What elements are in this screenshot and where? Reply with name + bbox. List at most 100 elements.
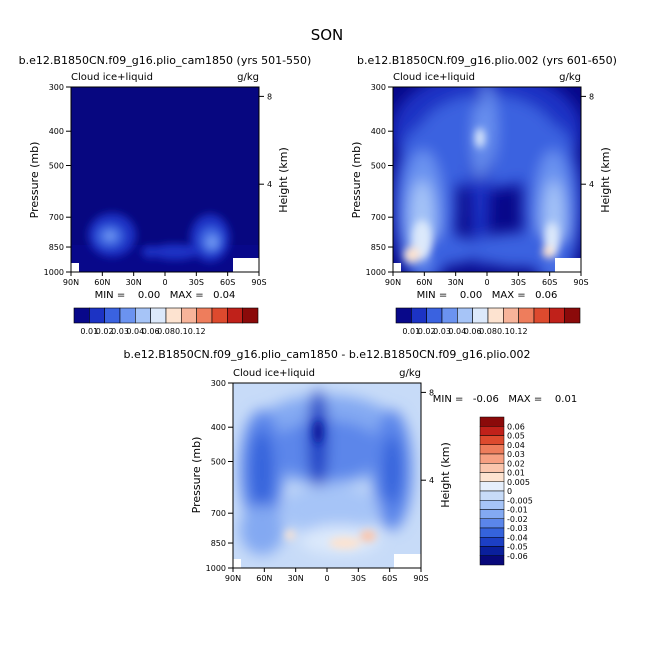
colorbar-swatch (549, 307, 565, 324)
panel-1-ylabel: Pressure (mb) (28, 142, 41, 219)
colorbar-label: 0.06 (464, 327, 482, 336)
panel-2-y-ticks: 300 400 500 700 850 1000 (366, 83, 393, 277)
colorbar-label: 0.04 (448, 327, 466, 336)
y2-tick-label: 4 (429, 476, 434, 485)
x-tick-label: 60S (382, 574, 397, 583)
colorbar-label: 0.12 (510, 327, 528, 336)
x-tick-label: 60S (542, 278, 557, 287)
y-tick-label: 850 (49, 243, 64, 252)
colorbar-label: 0.01 (402, 327, 420, 336)
colorbar-swatch (165, 307, 182, 324)
y2-tick-label: 4 (267, 180, 272, 189)
y-tick-label: 500 (211, 457, 226, 466)
y-tick-label: 500 (371, 161, 386, 170)
colorbar-label: 0.01 (80, 327, 98, 336)
y-tick-label: 850 (371, 243, 386, 252)
panel-2-units-label: g/kg (559, 72, 581, 83)
y-tick-label: 1000 (44, 268, 64, 277)
panel-3-contour-field (233, 383, 421, 568)
colorbar-label: 0 (507, 487, 512, 496)
x-tick-label: 60S (220, 278, 235, 287)
x-tick-label: 90N (63, 278, 79, 287)
x-tick-label: 60N (94, 278, 110, 287)
panel-3: b.e12.B1850CN.f09_g16.plio_cam1850 - b.e… (124, 348, 578, 583)
colorbar-swatch (411, 307, 427, 324)
colorbar-label: 0.08 (479, 327, 497, 336)
colorbar-swatch (479, 444, 505, 455)
colorbar-swatch (196, 307, 213, 324)
panel-3-ylabel: Pressure (mb) (190, 437, 203, 514)
colorbar-swatch (395, 307, 412, 324)
panel-1-contour-field (71, 87, 259, 272)
page-title: SON (311, 26, 344, 44)
colorbar-label: -0.04 (507, 533, 528, 542)
panel-3-y2-ticks: 84 (421, 388, 434, 485)
panel-2-x-ticks: 90N 60N 30N 0 30S 60S 90S (385, 272, 589, 287)
colorbar-swatch (503, 307, 519, 324)
panel-2-ylabel: Pressure (mb) (350, 142, 363, 219)
colorbar-swatch (135, 307, 151, 324)
colorbar-swatch (479, 426, 505, 436)
x-tick-label: 90S (573, 278, 588, 287)
y-tick-label: 400 (211, 423, 226, 432)
colorbar-label: -0.06 (507, 552, 528, 561)
colorbar-swatch (479, 518, 505, 529)
x-tick-label: 30N (448, 278, 464, 287)
colorbar-swatch (487, 307, 504, 324)
panel-2-contour-field (393, 87, 581, 272)
panel-3-x-ticks: 90N 60N 30N 0 30S 60S 90S (225, 568, 429, 583)
panel-1-y2-ticks: 84 (259, 92, 272, 189)
y-tick-label: 300 (371, 83, 386, 92)
x-tick-label: 0 (162, 278, 167, 287)
colorbar-swatch (479, 472, 505, 482)
colorbar-swatch (242, 307, 259, 324)
colorbar-swatch (119, 307, 136, 324)
colorbar-label: 0.03 (507, 450, 525, 459)
x-tick-label: 30S (189, 278, 204, 287)
y-tick-label: 300 (49, 83, 64, 92)
panel-3-y2label: Height (km) (439, 442, 452, 508)
colorbar-swatch (227, 307, 243, 324)
x-tick-label: 90S (251, 278, 266, 287)
panel-2-y2-ticks: 84 (581, 92, 594, 189)
colorbar-label: 0.03 (433, 327, 451, 336)
y-tick-label: 400 (371, 127, 386, 136)
colorbar-label: 0.005 (507, 478, 530, 487)
panel-1-title: b.e12.B1850CN.f09_g16.plio_cam1850 (yrs … (19, 54, 312, 67)
panel-1: b.e12.B1850CN.f09_g16.plio_cam1850 (yrs … (19, 54, 312, 301)
panel-2-colorbar: 0.010.020.030.040.060.08 0.1 0.12 (395, 307, 581, 336)
y-tick-label: 300 (211, 379, 226, 388)
colorbar-label: 0.06 (507, 422, 525, 431)
x-tick-label: 90N (385, 278, 401, 287)
panel-3-stats: MIN = -0.06 MAX = 0.01 (433, 394, 577, 405)
colorbar-swatch (479, 537, 505, 547)
panel-2: b.e12.B1850CN.f09_g16.plio.002 (yrs 601-… (350, 54, 617, 301)
colorbar-swatch (479, 481, 505, 492)
x-tick-label: 90S (413, 574, 428, 583)
panel-1-y-ticks: 300 400 500 700 850 1000 (44, 83, 71, 277)
colorbar-swatch (479, 435, 505, 445)
colorbar-label: 0.04 (507, 441, 525, 450)
colorbar-swatch (479, 463, 505, 473)
colorbar-swatch (472, 307, 489, 324)
x-tick-label: 60N (416, 278, 432, 287)
panel-3-variable-label: Cloud ice+liquid (233, 368, 315, 379)
colorbar-swatch (104, 307, 121, 324)
colorbar-label: 0.02 (507, 459, 525, 468)
colorbar-label: -0.01 (507, 506, 528, 515)
colorbar-swatch (479, 509, 505, 519)
colorbar-swatch (518, 307, 535, 324)
panel-1-colorbar: 0.010.020.030.040.060.08 0.1 0.12 (73, 307, 259, 336)
y-tick-label: 700 (371, 213, 386, 222)
y2-tick-label: 8 (429, 388, 434, 397)
colorbar-label: 0.02 (96, 327, 114, 336)
x-tick-label: 30N (288, 574, 304, 583)
colorbar-swatch (479, 416, 505, 427)
y2-tick-label: 4 (589, 180, 594, 189)
colorbar-swatch (479, 546, 505, 556)
panel-1-stats: MIN = 0.00 MAX = 0.04 (95, 290, 236, 301)
colorbar-swatch (479, 453, 505, 464)
x-tick-label: 0 (484, 278, 489, 287)
colorbar-swatch (211, 307, 228, 324)
